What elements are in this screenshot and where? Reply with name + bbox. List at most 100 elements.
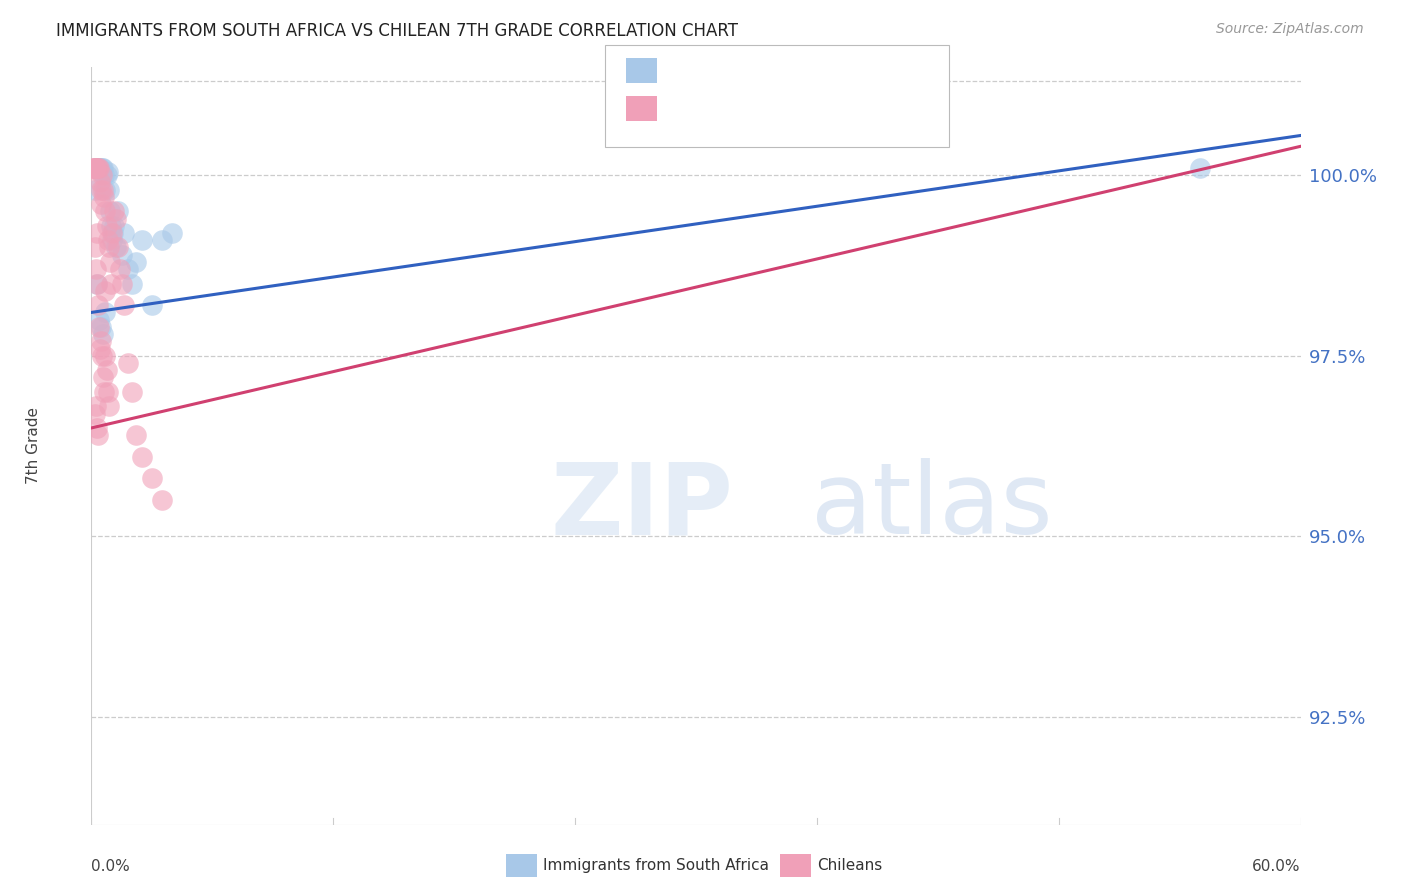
Point	[1188, 161, 1211, 175]
Point	[96, 363, 118, 377]
Point	[89, 161, 111, 175]
Point	[96, 233, 118, 247]
Point	[86, 399, 108, 413]
Point	[86, 277, 108, 291]
Point	[90, 164, 112, 178]
Point	[84, 407, 107, 421]
Point	[160, 226, 183, 240]
Point	[97, 399, 120, 413]
Point	[141, 471, 163, 485]
Text: ZIP: ZIP	[551, 458, 734, 555]
Point	[93, 183, 115, 197]
Point	[86, 161, 108, 175]
Point	[121, 277, 143, 291]
Point	[84, 183, 107, 197]
Point	[97, 240, 120, 254]
Point	[104, 240, 127, 254]
Point	[107, 204, 129, 219]
Point	[90, 319, 112, 334]
Point	[83, 161, 105, 175]
Point	[96, 164, 118, 178]
Text: 60.0%: 60.0%	[1253, 859, 1301, 874]
Point	[117, 262, 139, 277]
Point	[96, 168, 118, 182]
Text: Source: ZipAtlas.com: Source: ZipAtlas.com	[1216, 22, 1364, 37]
Point	[104, 211, 127, 226]
Point	[94, 284, 117, 298]
Text: Chileans: Chileans	[817, 858, 882, 872]
Point	[107, 240, 129, 254]
Text: atlas: atlas	[811, 458, 1053, 555]
Point	[93, 327, 115, 342]
Point	[89, 342, 111, 356]
Point	[141, 298, 163, 312]
Point	[125, 428, 148, 442]
Point	[86, 277, 108, 291]
Point	[100, 219, 122, 233]
Point	[111, 277, 132, 291]
Text: IMMIGRANTS FROM SOUTH AFRICA VS CHILEAN 7TH GRADE CORRELATION CHART: IMMIGRANTS FROM SOUTH AFRICA VS CHILEAN …	[56, 22, 738, 40]
Point	[90, 197, 112, 211]
Point	[91, 349, 114, 363]
Point	[93, 161, 115, 175]
Point	[97, 183, 120, 197]
Point	[86, 161, 108, 175]
Point	[94, 349, 117, 363]
Point	[98, 204, 121, 219]
Point	[86, 226, 108, 240]
Point	[94, 204, 117, 219]
Point	[83, 161, 105, 175]
Point	[87, 161, 110, 175]
Point	[89, 312, 111, 326]
Point	[86, 161, 108, 175]
Point	[90, 183, 112, 197]
Text: 7th Grade: 7th Grade	[25, 408, 41, 484]
Point	[96, 219, 118, 233]
Point	[131, 450, 153, 464]
Point	[112, 298, 135, 312]
Text: R = 0.540   N = 53: R = 0.540 N = 53	[673, 100, 858, 118]
Point	[93, 384, 115, 399]
Point	[84, 161, 107, 175]
Point	[84, 240, 107, 254]
Point	[91, 161, 114, 175]
Text: Immigrants from South Africa: Immigrants from South Africa	[543, 858, 769, 872]
Point	[87, 428, 110, 442]
Point	[108, 262, 131, 277]
Point	[86, 262, 108, 277]
Point	[93, 370, 115, 384]
Point	[100, 226, 122, 240]
Point	[89, 161, 111, 175]
Point	[91, 168, 114, 182]
Point	[87, 298, 110, 312]
Point	[98, 255, 121, 269]
Point	[100, 277, 122, 291]
Point	[94, 183, 117, 197]
Text: R = 0.403   N = 36: R = 0.403 N = 36	[673, 62, 858, 79]
Point	[125, 255, 148, 269]
Point	[103, 219, 125, 233]
Point	[131, 233, 153, 247]
Point	[150, 233, 173, 247]
Point	[89, 176, 111, 190]
Point	[96, 384, 118, 399]
Point	[82, 161, 104, 175]
Point	[121, 384, 143, 399]
Point	[101, 226, 124, 240]
Point	[86, 161, 108, 175]
Point	[103, 204, 125, 219]
Point	[89, 319, 111, 334]
Point	[112, 226, 135, 240]
Point	[93, 190, 115, 204]
Point	[150, 493, 173, 508]
Point	[90, 334, 112, 349]
Point	[87, 161, 110, 175]
Point	[89, 161, 111, 175]
Point	[86, 421, 108, 435]
Point	[111, 247, 132, 261]
Point	[100, 233, 122, 247]
Point	[93, 168, 115, 182]
Point	[117, 356, 139, 370]
Text: 0.0%: 0.0%	[91, 859, 131, 874]
Point	[94, 305, 117, 319]
